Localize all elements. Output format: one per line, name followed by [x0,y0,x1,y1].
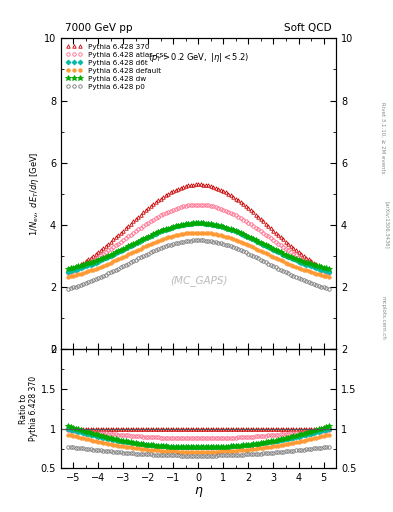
Pythia 6.428 p0 [326,286,331,292]
Pythia 6.428 p0 [196,237,201,243]
Pythia 6.428 p0 [68,285,73,291]
Pythia 6.428 370 [66,268,71,274]
Pythia 6.428 default [178,231,183,238]
Pythia 6.428 dw [101,255,106,261]
Pythia 6.428 p0 [256,255,261,262]
Pythia 6.428 370 [196,181,201,187]
Pythia 6.428 dw [68,265,73,271]
Pythia 6.428 d6t [256,239,261,245]
Line: Pythia 6.428 atlas-csc: Pythia 6.428 atlas-csc [67,203,330,274]
Pythia 6.428 370 [68,267,73,273]
Pythia 6.428 p0 [101,273,106,279]
Text: [arXiv:1306.3436]: [arXiv:1306.3436] [385,201,389,249]
Pythia 6.428 atlas-csc [101,251,106,257]
Text: mcplots.cern.ch: mcplots.cern.ch [381,295,386,339]
Pythia 6.428 atlas-csc [66,270,71,276]
Pythia 6.428 d6t [68,268,73,274]
Pythia 6.428 d6t [324,268,329,274]
Line: Pythia 6.428 default: Pythia 6.428 default [67,231,330,279]
Pythia 6.428 atlas-csc [259,228,263,234]
Pythia 6.428 370 [259,216,263,222]
Pythia 6.428 default [66,274,71,280]
Pythia 6.428 370 [326,268,331,274]
Pythia 6.428 d6t [196,220,201,226]
Text: Rivet 3.1.10, ≥ 2M events: Rivet 3.1.10, ≥ 2M events [381,102,386,174]
Pythia 6.428 dw [324,265,329,271]
Pythia 6.428 d6t [178,222,183,228]
Pythia 6.428 370 [256,214,261,220]
Pythia 6.428 p0 [259,257,263,263]
Legend: Pythia 6.428 370, Pythia 6.428 atlas-csc, Pythia 6.428 d6t, Pythia 6.428 default: Pythia 6.428 370, Pythia 6.428 atlas-csc… [63,40,170,93]
Text: 7000 GeV pp: 7000 GeV pp [65,23,132,33]
Text: Soft QCD: Soft QCD [285,23,332,33]
Pythia 6.428 dw [66,266,71,272]
Line: Pythia 6.428 p0: Pythia 6.428 p0 [67,239,330,290]
Pythia 6.428 dw [178,222,183,228]
Pythia 6.428 atlas-csc [256,226,261,232]
Pythia 6.428 d6t [259,240,263,246]
Pythia 6.428 atlas-csc [196,202,201,208]
Pythia 6.428 370 [101,245,106,251]
Pythia 6.428 p0 [178,239,183,245]
Pythia 6.428 d6t [101,257,106,263]
X-axis label: $\eta$: $\eta$ [194,485,203,499]
Pythia 6.428 d6t [66,269,71,275]
Pythia 6.428 default [259,248,263,254]
Pythia 6.428 dw [259,240,263,246]
Pythia 6.428 370 [178,184,183,190]
Pythia 6.428 default [196,229,201,236]
Line: Pythia 6.428 370: Pythia 6.428 370 [67,183,330,273]
Pythia 6.428 dw [256,239,261,245]
Pythia 6.428 370 [324,267,329,273]
Pythia 6.428 default [324,273,329,280]
Pythia 6.428 atlas-csc [178,204,183,210]
Pythia 6.428 atlas-csc [68,269,73,275]
Pythia 6.428 atlas-csc [326,270,331,276]
Pythia 6.428 default [256,247,261,253]
Text: (MC_GAPS): (MC_GAPS) [170,275,227,286]
Line: Pythia 6.428 d6t: Pythia 6.428 d6t [67,222,330,273]
Pythia 6.428 d6t [326,269,331,275]
Pythia 6.428 p0 [324,285,329,291]
Text: $(p_T > 0.2\ \mathrm{GeV},\ |\eta| < 5.2)$: $(p_T > 0.2\ \mathrm{GeV},\ |\eta| < 5.2… [148,51,249,64]
Pythia 6.428 dw [196,220,201,226]
Pythia 6.428 default [101,263,106,269]
Y-axis label: $1/N_\mathregular{ev},\ dE_T/d\eta\ [\mathregular{GeV}]$: $1/N_\mathregular{ev},\ dE_T/d\eta\ [\ma… [28,152,41,236]
Y-axis label: Ratio to
Pythia 6.428 370: Ratio to Pythia 6.428 370 [18,376,38,441]
Pythia 6.428 default [68,273,73,280]
Pythia 6.428 atlas-csc [324,269,329,275]
Pythia 6.428 dw [326,266,331,272]
Pythia 6.428 default [326,274,331,280]
Pythia 6.428 p0 [66,286,71,292]
Line: Pythia 6.428 dw: Pythia 6.428 dw [66,221,331,272]
